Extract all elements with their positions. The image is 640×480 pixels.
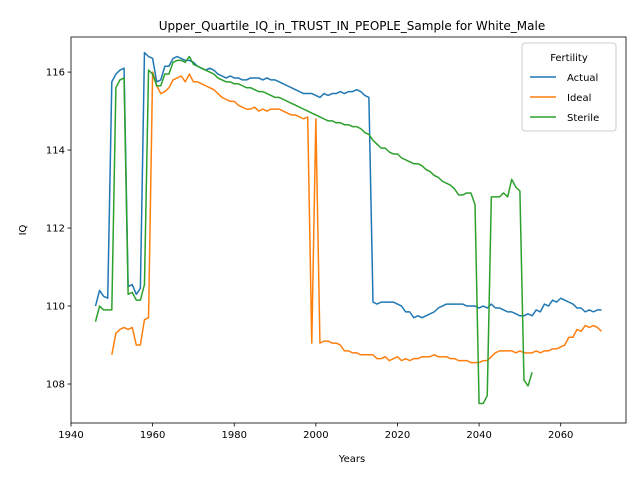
y-tick-label: 108 [46,380,65,391]
y-tick-label: 116 [46,68,65,79]
x-tick-label: 1960 [140,430,165,441]
x-tick-label: 1980 [222,430,247,441]
x-tick-label: 2020 [385,430,410,441]
chart-title: Upper_Quartile_IQ_in_TRUST_IN_PEOPLE_Sam… [159,19,545,33]
legend: Fertility Actual Ideal Sterile [522,43,616,131]
legend-label-actual: Actual [567,73,598,84]
legend-label-ideal: Ideal [567,93,591,104]
x-axis-label: Years [338,454,365,465]
x-tick-label: 1940 [58,430,83,441]
y-axis-label: IQ [18,224,29,235]
y-tick-label: 112 [46,224,65,235]
y-tick-label: 114 [46,146,65,157]
x-tick-label: 2040 [466,430,491,441]
x-tick-label: 2000 [303,430,328,441]
y-tick-label: 110 [46,302,65,313]
legend-label-sterile: Sterile [567,113,599,124]
legend-title: Fertility [550,53,588,64]
x-tick-label: 2060 [548,430,573,441]
